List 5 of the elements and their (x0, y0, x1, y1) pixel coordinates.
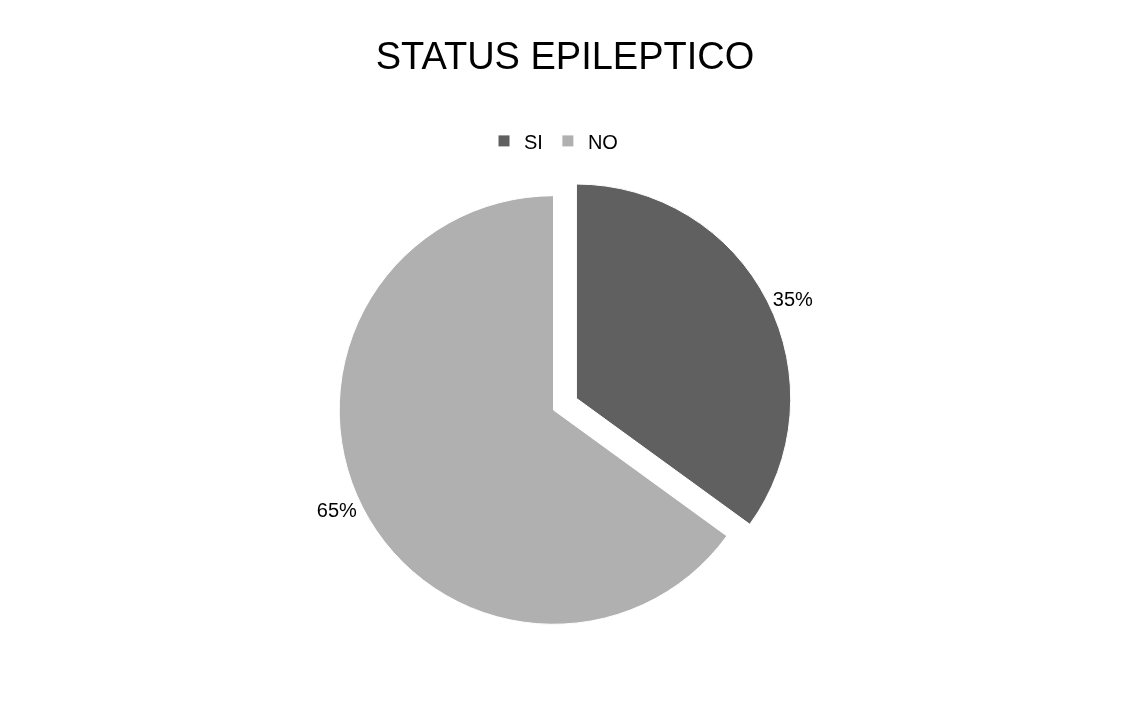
data-label: 35% (772, 287, 814, 310)
legend-label: NO (587, 130, 618, 153)
data-label: 65% (316, 498, 358, 521)
legend-label: SI (524, 130, 543, 153)
chart-title: STATUS EPILEPTICO (375, 35, 755, 78)
